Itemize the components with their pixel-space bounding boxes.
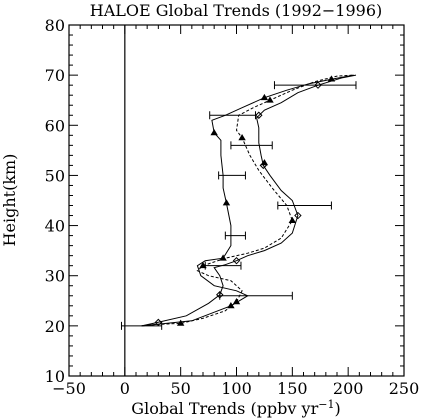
y-axis-label: Height(km) <box>0 154 19 247</box>
x-tick-label: 100 <box>221 379 252 398</box>
x-tick-label: 250 <box>389 379 420 398</box>
x-axis-label-close: ) <box>334 399 340 418</box>
series-3-marker <box>260 93 269 101</box>
series-1-marker <box>154 318 163 327</box>
x-axis-label-main: Global Trends (ppbv yr <box>131 399 318 418</box>
y-tick-label: 50 <box>45 166 65 185</box>
series-1-marker <box>314 81 322 89</box>
x-tick-label: 150 <box>277 379 308 398</box>
series-2-marker <box>266 96 274 103</box>
y-tick-label: 70 <box>45 66 65 85</box>
series-1-marker <box>255 111 263 119</box>
series-line-2 <box>141 74 354 327</box>
y-tick-label: 40 <box>45 217 65 236</box>
series-2-marker <box>238 134 246 141</box>
series-3-marker <box>227 302 235 309</box>
plot-frame <box>68 24 405 377</box>
x-tick-label: 0 <box>120 379 130 398</box>
series-3-marker <box>327 75 336 82</box>
y-tick-label: 20 <box>45 317 65 336</box>
y-tick-label: 80 <box>45 16 65 35</box>
x-tick-label: −50 <box>52 379 86 398</box>
series-2-marker <box>176 319 185 326</box>
series-3-marker <box>219 254 227 261</box>
series-1-marker <box>294 211 302 220</box>
y-tick-label: 60 <box>45 116 65 135</box>
series-3-marker <box>222 199 231 206</box>
x-axis-label-exponent: −1 <box>318 398 334 411</box>
series-1-marker <box>232 256 241 265</box>
series-line-3 <box>141 74 354 327</box>
series-2-marker <box>260 159 269 166</box>
series-line-1 <box>141 74 357 327</box>
plot-area: −50 0 50 100 150 200 250 10 20 30 40 50 60 70 80 <box>45 16 420 398</box>
y-tick-label: 10 <box>45 367 65 386</box>
series-2-marker <box>288 216 297 223</box>
x-axis-label: Global Trends (ppbv yr−1) <box>131 398 340 418</box>
series-3-marker <box>210 129 218 136</box>
series-2-marker <box>199 261 207 269</box>
y-tick-label: 30 <box>45 267 65 286</box>
x-tick-label: 50 <box>170 379 190 398</box>
x-tick-label: 200 <box>333 379 364 398</box>
chart-title: HALOE Global Trends (1992−1996) <box>90 1 383 20</box>
